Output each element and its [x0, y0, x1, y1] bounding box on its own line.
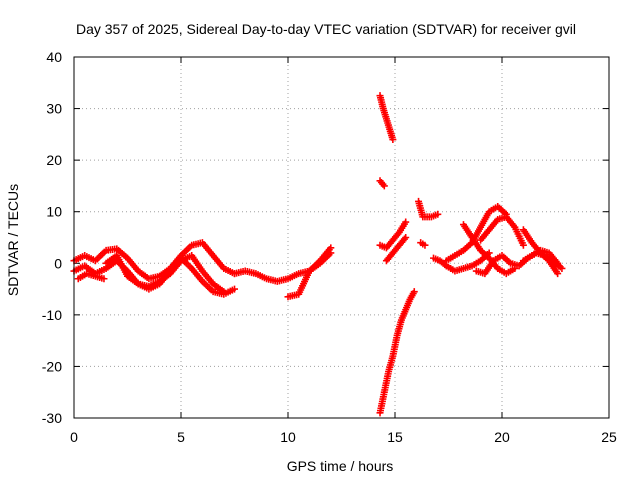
data-point	[402, 218, 410, 226]
data-point	[554, 270, 562, 278]
x-tick-label: 20	[494, 429, 510, 445]
data-marks	[70, 92, 566, 417]
chart-title: Day 357 of 2025, Sidereal Day-to-day VTE…	[76, 21, 576, 37]
data-point	[410, 288, 418, 296]
x-axis-title: GPS time / hours	[287, 458, 394, 474]
series-track-e	[231, 249, 335, 285]
series-track-h	[376, 177, 388, 190]
series-track-s	[477, 213, 527, 249]
plot-frame	[73, 56, 610, 419]
series-track-k	[382, 234, 410, 265]
series-track-j	[376, 218, 410, 252]
series-track-u	[519, 246, 562, 267]
x-tick-label: 0	[70, 429, 78, 445]
data-point	[558, 264, 566, 272]
y-tick-label: -10	[42, 307, 62, 323]
data-point	[389, 136, 397, 144]
data-point	[519, 241, 527, 249]
y-tick-label: 10	[46, 204, 62, 220]
y-tick-label: -30	[42, 410, 62, 426]
y-tick-label: 20	[46, 152, 62, 168]
data-point	[402, 234, 410, 241]
data-point	[231, 285, 238, 293]
x-tick-label: 25	[601, 429, 617, 445]
series-track-c	[102, 252, 238, 298]
y-tick-labels: -30 -20 -10 0 10 20 30 40	[42, 49, 62, 426]
x-tick-label: 10	[280, 429, 296, 445]
data-point	[421, 241, 429, 249]
data-point	[327, 244, 335, 252]
series-track-t	[519, 226, 562, 278]
x-tick-label: 15	[387, 429, 403, 445]
y-tick-label: -20	[42, 358, 62, 374]
y-axis-title: SDTVAR / TECUs	[5, 184, 21, 296]
series-track-i	[376, 288, 418, 417]
series-track-m	[417, 239, 429, 249]
series-track-f	[284, 244, 335, 301]
x-tick-labels: 0 5 10 15 20 25	[70, 429, 617, 445]
series-track-l	[415, 197, 442, 221]
series-track-d	[74, 270, 108, 283]
y-tick-label: 40	[46, 49, 62, 65]
y-tick-label: 0	[54, 255, 62, 271]
data-point	[100, 275, 108, 283]
data-point	[380, 182, 388, 190]
data-point	[434, 210, 442, 218]
data-point	[554, 259, 562, 267]
y-tick-label: 30	[46, 101, 62, 117]
x-tick-label: 5	[177, 429, 185, 445]
series-track-g	[376, 92, 397, 144]
